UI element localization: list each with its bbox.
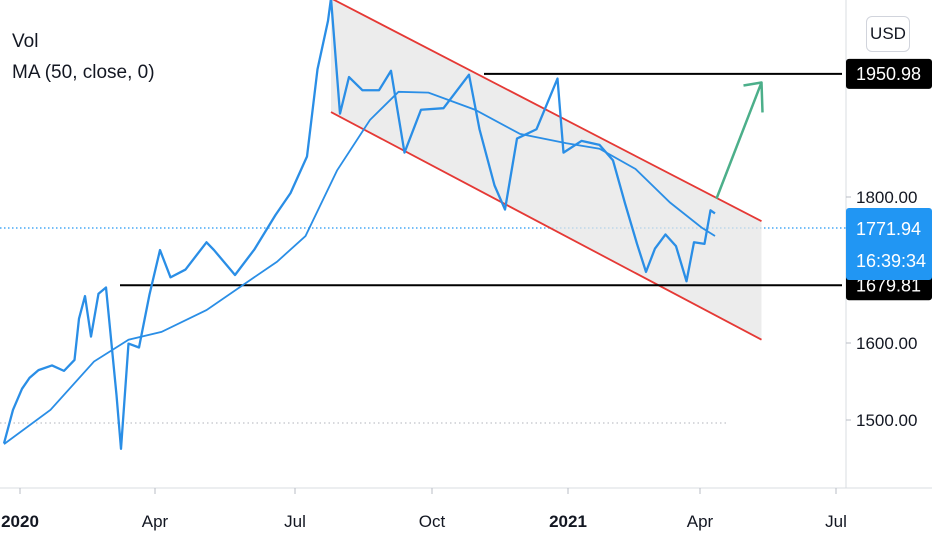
x-tick-label: Oct <box>419 512 446 531</box>
legend-moving-average[interactable]: MA (50, close, 0) <box>12 62 155 83</box>
y-tick-label: 1600.00 <box>856 334 917 353</box>
legend-volume[interactable]: Vol <box>12 31 39 52</box>
ma-line <box>3 90 716 445</box>
channel-upper-line[interactable] <box>331 0 762 223</box>
price-line <box>2 0 716 450</box>
last-price-label: 1771.94 <box>856 219 921 239</box>
bar-countdown-label: 16:39:34 <box>856 251 926 271</box>
y-tick-label: 1800.00 <box>856 188 917 207</box>
indicator-legend: Vol MA (50, close, 0) <box>12 26 155 88</box>
level-price-label: 1679.81 <box>856 275 921 295</box>
x-tick-label: Apr <box>687 512 714 531</box>
y-tick-label: 1500.00 <box>856 411 917 430</box>
x-tick-label: Jul <box>825 512 847 531</box>
forecast-arrow[interactable] <box>715 82 763 200</box>
x-tick-label: Apr <box>142 512 169 531</box>
x-tick-label: 2021 <box>549 512 587 531</box>
forecast-arrow-head <box>743 81 764 113</box>
level-price-label: 1950.98 <box>856 64 921 84</box>
channel-lower-line[interactable] <box>330 111 762 341</box>
channel-fill <box>331 0 762 340</box>
currency-button[interactable]: USD <box>866 16 910 52</box>
x-tick-label: 2020 <box>1 512 39 531</box>
last-price-label-bg <box>846 208 932 280</box>
x-tick-label: Jul <box>284 512 306 531</box>
level-price-label-bg <box>846 58 932 89</box>
